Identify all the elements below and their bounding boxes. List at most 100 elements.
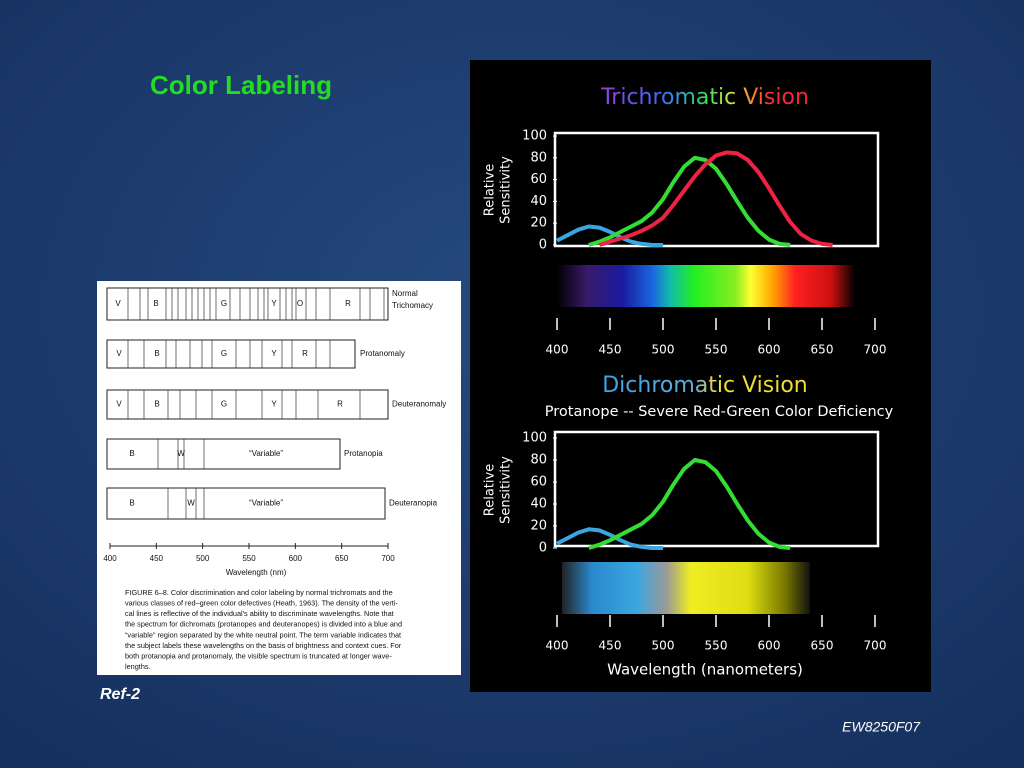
band-label: Y bbox=[271, 400, 277, 409]
y-axis-label: Relative bbox=[483, 164, 498, 216]
tick-label: 400 bbox=[103, 554, 117, 563]
band-label: R bbox=[302, 349, 308, 358]
x-tick-label: 550 bbox=[705, 639, 728, 653]
tick-label: 500 bbox=[196, 554, 210, 563]
figure: V B G Y O R Normal Trichomacy V B G Y R Protanomaly V B… bbox=[97, 281, 461, 675]
chart-title: Trichromatic Vision bbox=[600, 85, 809, 110]
band-label: G bbox=[221, 299, 227, 308]
label-row bbox=[106, 438, 341, 470]
x-tick-label: 600 bbox=[758, 343, 781, 357]
y-tick-label: 40 bbox=[530, 497, 547, 512]
y-tick-label: 0 bbox=[539, 238, 547, 253]
band-label: B bbox=[153, 299, 158, 308]
y-axis-label: Sensitivity bbox=[499, 456, 514, 524]
x-tick-label: 400 bbox=[546, 343, 569, 357]
band-label: R bbox=[345, 299, 351, 308]
caption-line: lengths. bbox=[125, 662, 151, 671]
slide-code: EW8250F07 bbox=[842, 719, 921, 735]
band-label: B bbox=[129, 499, 134, 508]
x-tick-label: 500 bbox=[652, 639, 675, 653]
x-tick-label: 600 bbox=[758, 639, 781, 653]
y-tick-label: 60 bbox=[530, 172, 547, 187]
x-tick-label: 700 bbox=[864, 639, 887, 653]
band-label: R bbox=[337, 400, 343, 409]
spectrum bbox=[557, 265, 855, 307]
caption-line: cal lines is reflective of the individua… bbox=[125, 609, 394, 618]
y-tick-label: 60 bbox=[530, 475, 547, 490]
x-tick-label: 500 bbox=[652, 343, 675, 357]
x-tick-label: 550 bbox=[705, 343, 728, 357]
sensitivity-curve bbox=[588, 458, 791, 550]
x-tick-label: 400 bbox=[546, 639, 569, 653]
row-label: Deuteranopia bbox=[389, 499, 438, 508]
x-tick-label: 450 bbox=[599, 639, 622, 653]
band-label: W bbox=[187, 499, 195, 508]
plot-frame bbox=[553, 131, 880, 248]
caption-line: “variable” region separated by the white… bbox=[125, 630, 401, 639]
band-label: O bbox=[297, 299, 303, 308]
band-label: B bbox=[129, 449, 134, 458]
band-label: W bbox=[177, 449, 185, 458]
plot-frame bbox=[553, 430, 880, 548]
band-label: G bbox=[221, 400, 227, 409]
tick-label: 650 bbox=[335, 554, 349, 563]
band-label: “Variable” bbox=[249, 449, 283, 458]
tick-label: 600 bbox=[289, 554, 303, 563]
label-row bbox=[106, 487, 386, 520]
label-row bbox=[106, 389, 389, 420]
caption-line: the spectrum for dichromats (protanopes … bbox=[125, 620, 402, 629]
sensitivity-curve bbox=[598, 150, 833, 247]
sensitivity-curve bbox=[556, 527, 663, 550]
chart-title: Dichromatic Vision bbox=[602, 373, 808, 398]
y-axis-label: Relative bbox=[483, 464, 498, 516]
sensitivity-curve bbox=[588, 155, 791, 247]
band-label: V bbox=[115, 299, 121, 308]
y-tick-label: 100 bbox=[522, 431, 547, 446]
row-label: Trichomacy bbox=[392, 301, 433, 310]
sensitivity-curve bbox=[556, 224, 663, 247]
band-label: “Variable” bbox=[249, 499, 283, 508]
tick-label: 450 bbox=[150, 554, 164, 563]
slide-title: Color Labeling bbox=[150, 70, 332, 100]
y-tick-label: 80 bbox=[530, 453, 547, 468]
row-label: Protanomaly bbox=[360, 349, 405, 358]
x-tick-label: 700 bbox=[864, 343, 887, 357]
x-tick-label: 650 bbox=[811, 639, 834, 653]
y-axis-label: Sensitivity bbox=[499, 156, 514, 224]
label-row bbox=[106, 287, 389, 321]
y-tick-label: 100 bbox=[522, 129, 547, 144]
y-tick-label: 80 bbox=[530, 150, 547, 165]
caption-line: the subject labels these wavelengths on … bbox=[125, 641, 402, 650]
band-label: G bbox=[221, 349, 227, 358]
tick-label: 700 bbox=[381, 554, 395, 563]
reference: Ref-2 bbox=[100, 686, 140, 703]
band-label: V bbox=[116, 400, 122, 409]
row-label: Deuteranomaly bbox=[392, 400, 446, 409]
row-label: Normal bbox=[392, 289, 418, 298]
band-label: V bbox=[116, 349, 122, 358]
x-tick-label: 650 bbox=[811, 343, 834, 357]
caption-line: various classes of red–green color defec… bbox=[125, 599, 398, 608]
figure-panel bbox=[97, 281, 461, 675]
y-tick-label: 0 bbox=[539, 541, 547, 556]
label-row bbox=[106, 339, 356, 369]
x-tick-label: 450 bbox=[599, 343, 622, 357]
row-label: Protanopia bbox=[344, 449, 383, 458]
band-label: B bbox=[154, 400, 159, 409]
band-label: Y bbox=[271, 299, 277, 308]
caption-line: both protanopia and protanomaly, the vis… bbox=[125, 652, 392, 661]
tick-label: 550 bbox=[242, 554, 256, 563]
y-tick-label: 40 bbox=[530, 194, 547, 209]
axis-label: Wavelength (nm) bbox=[226, 568, 287, 577]
x-axis-label: Wavelength (nanometers) bbox=[607, 661, 803, 679]
caption-line: FIGURE 6–8. Color discrimination and col… bbox=[125, 588, 393, 597]
y-tick-label: 20 bbox=[530, 216, 547, 231]
band-label: B bbox=[154, 349, 159, 358]
spectrum bbox=[562, 562, 810, 614]
chart-subtitle: Protanope -- Severe Red-Green Color Defi… bbox=[545, 404, 894, 420]
y-tick-label: 20 bbox=[530, 519, 547, 534]
band-label: Y bbox=[271, 349, 277, 358]
